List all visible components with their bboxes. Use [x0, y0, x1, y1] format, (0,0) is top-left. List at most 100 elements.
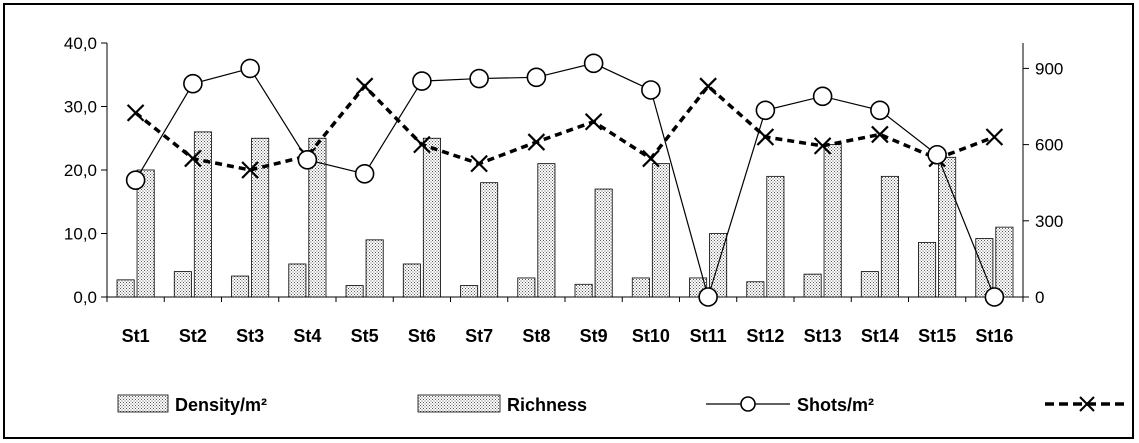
x-marker-stroke — [1079, 396, 1095, 412]
x-marker-stroke — [584, 112, 603, 131]
x-axis-category-label: St12 — [746, 326, 784, 346]
richness-bar — [537, 163, 556, 298]
x-axis-category-label: St6 — [408, 326, 436, 346]
density-bar — [231, 275, 250, 298]
density-bar — [746, 281, 765, 298]
dashed-series-x-marker — [756, 128, 775, 146]
dashed-series-x-marker — [241, 161, 259, 179]
left-axis-tick-label: 20,0 — [64, 161, 97, 180]
x-marker-stroke — [642, 149, 660, 168]
dashed-series-x-marker — [355, 77, 374, 95]
dashed-series-x-marker — [584, 112, 603, 131]
richness-bar — [365, 239, 384, 298]
left-axis-tick-label: 30,0 — [64, 98, 97, 117]
density-bar — [288, 263, 307, 298]
shots-circle-marker — [583, 53, 604, 74]
legend-shots-label: Shots/m² — [797, 395, 874, 415]
shots-line — [135, 62, 995, 300]
dashed-series-x-marker — [527, 133, 546, 151]
density-bar — [918, 241, 937, 298]
richness-bar — [651, 163, 670, 298]
x-marker-stroke — [126, 104, 145, 122]
density-bar — [173, 271, 192, 298]
x-marker-stroke — [184, 149, 202, 168]
x-axis-category-label: St10 — [632, 326, 670, 346]
right-axis-tick-label: 900 — [1035, 59, 1063, 78]
x-axis-category-label: St1 — [122, 326, 150, 346]
x-axis-category-label: St8 — [522, 326, 550, 346]
density-bar — [460, 285, 479, 298]
shots-circle-marker — [125, 170, 146, 190]
shots-circle-marker — [469, 68, 489, 89]
right-axis-tick-label: 0 — [1035, 288, 1044, 307]
shots-circle-marker — [812, 86, 833, 107]
density-bar — [574, 283, 593, 298]
density-bar — [803, 273, 822, 298]
legend-richness-swatch — [417, 394, 501, 413]
x-axis-category-label: St3 — [236, 326, 264, 346]
x-marker-stroke — [813, 137, 832, 155]
density-bar — [116, 279, 135, 298]
shots-circle-marker — [297, 150, 318, 170]
richness-bar — [422, 137, 441, 298]
x-marker-stroke — [527, 133, 546, 151]
density-bar — [345, 285, 364, 298]
legend-richness-label: Richness — [507, 395, 587, 415]
dashed-series-x-marker — [470, 154, 488, 173]
x-marker-stroke — [699, 77, 717, 95]
shots-circle-marker — [698, 287, 718, 307]
shots-circle-marker — [927, 144, 947, 165]
shots-circle-marker — [183, 73, 203, 94]
x-axis-category-label: St5 — [351, 326, 379, 346]
richness-bar — [308, 137, 327, 298]
density-bar — [860, 271, 879, 298]
x-axis-category-label: St9 — [580, 326, 608, 346]
dashed-series-x-marker — [413, 135, 431, 154]
dashed-series-x-marker — [184, 149, 202, 168]
shots-circle-marker — [240, 58, 260, 79]
bars-group — [116, 131, 1014, 298]
x-marker-stroke — [470, 154, 488, 173]
shots-circle-marker — [870, 100, 890, 121]
dashed-series-x-marker — [985, 128, 1004, 146]
dashed-series-x-marker — [813, 137, 832, 155]
legend: Density/m² Richness Shots/m² — [117, 394, 1128, 415]
left-axis-tick-label: 40,0 — [64, 34, 97, 53]
lines-group — [125, 53, 1005, 307]
dashed-series-x-marker — [642, 149, 660, 168]
richness-bar — [880, 175, 899, 298]
x-marker-stroke — [756, 128, 775, 146]
x-axis-category-label: St13 — [804, 326, 842, 346]
x-marker-stroke — [985, 128, 1004, 146]
dashed-series-x-marker — [871, 125, 889, 144]
legend-x-marker — [1079, 396, 1095, 412]
legend-shots-marker — [740, 396, 756, 412]
x-axis-category-label: St15 — [918, 326, 956, 346]
richness-bar — [594, 188, 613, 298]
x-axis-category-label: St7 — [465, 326, 493, 346]
richness-bar — [995, 226, 1014, 298]
x-marker-stroke — [871, 125, 889, 144]
density-bar — [402, 263, 421, 298]
x-axis-category-label: St4 — [293, 326, 321, 346]
shots-circle-marker — [526, 67, 547, 88]
richness-bar — [823, 144, 842, 298]
richness-bar — [136, 169, 155, 298]
density-bar — [631, 277, 650, 298]
legend-density-label: Density/m² — [175, 395, 267, 415]
x-axis-category-label: St16 — [975, 326, 1013, 346]
shots-circle-marker — [641, 80, 661, 100]
x-marker-stroke — [355, 77, 374, 95]
x-marker-stroke — [241, 161, 259, 179]
richness-bar — [766, 175, 785, 298]
richness-bar — [251, 137, 270, 298]
right-axis-tick-label: 300 — [1035, 212, 1063, 231]
left-axis-tick-label: 10,0 — [64, 225, 97, 244]
richness-bar — [480, 182, 499, 298]
shots-circle-marker — [354, 164, 375, 184]
dashed-series-x-marker — [126, 104, 145, 122]
x-axis-category-label: St14 — [861, 326, 899, 346]
richness-bar — [193, 131, 212, 298]
right-axis-tick-label: 600 — [1035, 136, 1063, 155]
